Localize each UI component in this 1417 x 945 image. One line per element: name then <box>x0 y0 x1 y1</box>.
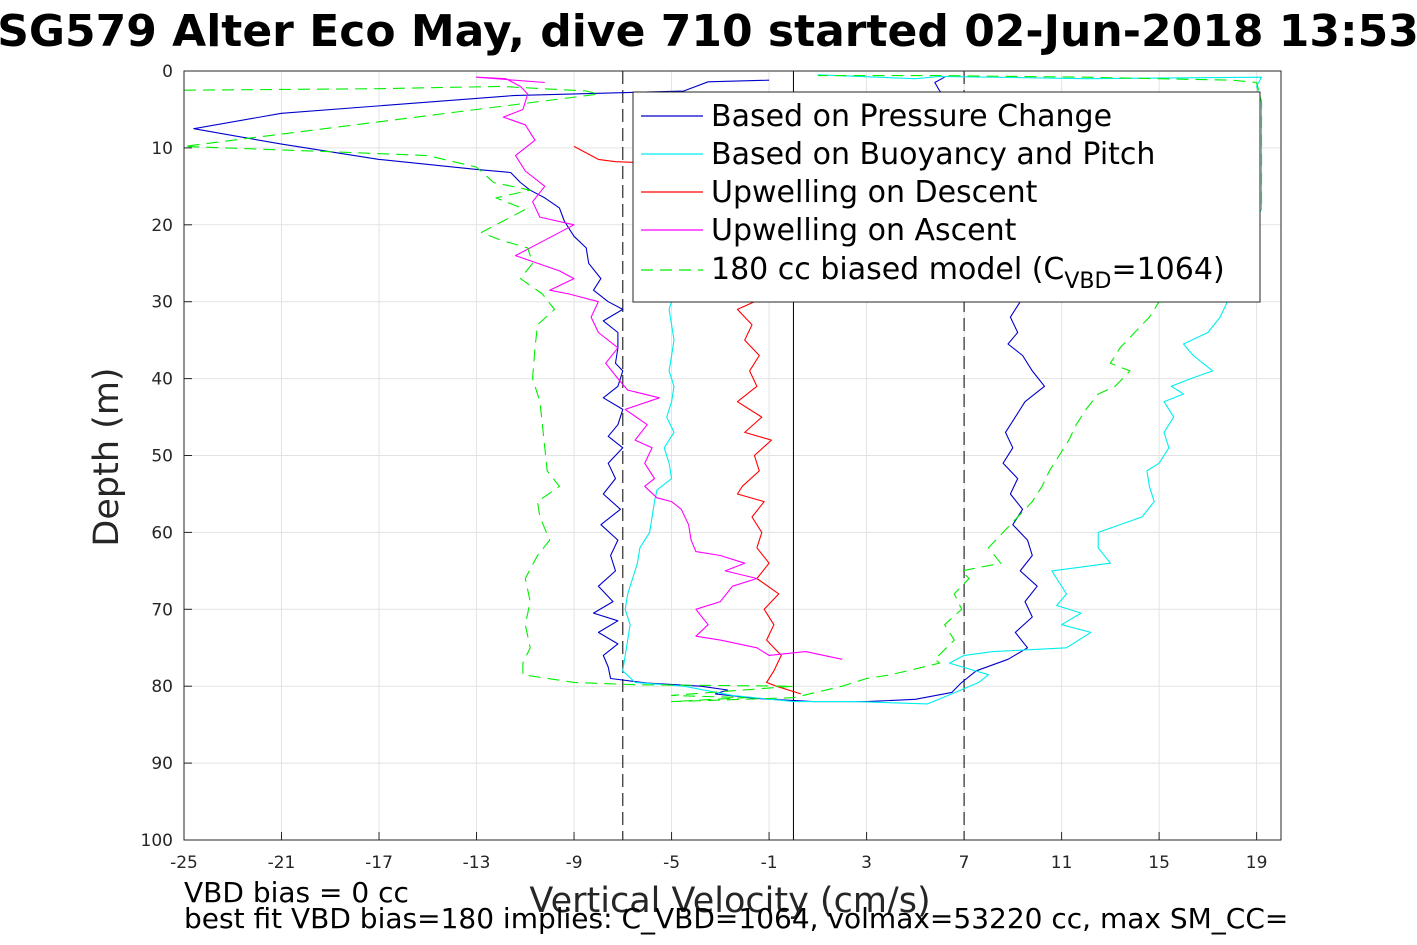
legend-label-model: 180 cc biased model (CVBD=1064) <box>711 252 1225 294</box>
x-tick-label: 15 <box>1148 853 1170 873</box>
legend: Based on Pressure Change Based on Buoyan… <box>632 91 1261 303</box>
y-tick-label: 10 <box>151 139 173 159</box>
y-tick-label: 80 <box>151 677 173 697</box>
y-tick-label: 60 <box>151 523 173 543</box>
x-tick-label: -21 <box>268 853 296 873</box>
best-fit-note: best fit VBD bias=180 implies: C_VBD=106… <box>184 902 1288 935</box>
y-tick-label: 0 <box>162 62 173 82</box>
x-tick-label: -13 <box>463 853 491 873</box>
x-tick-label: -17 <box>365 853 393 873</box>
x-tick-label: -5 <box>663 853 680 873</box>
x-axis-label: Vertical Velocity (cm/s) <box>529 881 930 921</box>
legend-label-model-main: 180 cc biased model (C <box>711 252 1064 287</box>
x-tick-label: -9 <box>566 853 583 873</box>
x-tick-label: 11 <box>1051 853 1073 873</box>
legend-label-pressure: Based on Pressure Change <box>711 99 1112 134</box>
tick-labels: -25 -21 -17 -13 -9 -5 -1 3 7 11 15 1901020304050607… <box>141 62 1268 873</box>
legend-label-buoyancy: Based on Buoyancy and Pitch <box>711 137 1155 172</box>
x-tick-label: 7 <box>959 853 970 873</box>
chart-title: SG579 Alter Eco May, dive 710 started 02… <box>0 6 1417 57</box>
legend-label-model-subscript: VBD <box>1064 269 1111 294</box>
y-tick-label: 90 <box>151 754 173 774</box>
y-tick-label: 50 <box>151 447 173 467</box>
y-tick-label: 100 <box>141 831 173 851</box>
x-tick-label: 3 <box>861 853 872 873</box>
legend-label-upwelling-ascent: Upwelling on Ascent <box>711 213 1017 248</box>
y-tick-label: 40 <box>151 370 173 390</box>
x-tick-label: -25 <box>170 853 198 873</box>
series-line-pressure <box>193 76 1046 703</box>
legend-box <box>632 91 1261 303</box>
x-tick-label: 19 <box>1246 853 1268 873</box>
y-axis-label: Depth (m) <box>87 367 127 546</box>
legend-label-upwelling-descent: Upwelling on Descent <box>711 175 1038 210</box>
y-tick-label: 70 <box>151 600 173 620</box>
y-tick-label: 30 <box>151 293 173 313</box>
legend-label-model-end: =1064) <box>1111 252 1224 287</box>
series-line-up_ascent <box>475 76 843 660</box>
y-tick-label: 20 <box>151 216 173 236</box>
x-tick-label: -1 <box>761 853 778 873</box>
vbd-bias-note: VBD bias = 0 cc <box>184 876 409 909</box>
